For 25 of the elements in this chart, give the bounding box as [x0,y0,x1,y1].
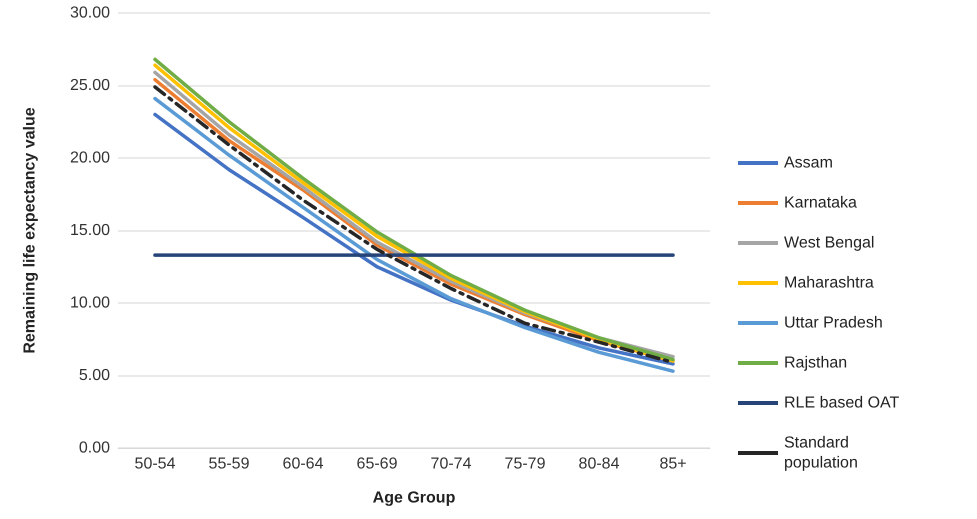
x-axis-title: Age Group [372,490,456,506]
y-tick-label: 20.00 [70,150,110,166]
y-tick-label: 30.00 [70,4,110,22]
legend-label: Rajsthan [784,354,848,372]
x-tick-label: 80-84 [578,456,620,472]
y-axis-title: Remaining life expectancy value [22,107,38,354]
legend-label: Standard population [784,434,858,472]
x-tick-label: 50-54 [134,456,176,472]
legend-label: Karnataka [784,194,858,212]
y-tick-label: 15.00 [70,222,110,239]
y-tick-label: 5.00 [78,367,110,384]
x-tick-label: 85+ [659,456,687,472]
x-tick-label: 55-59 [208,456,250,472]
legend-label: West Bengal [784,234,874,252]
y-tick-label: 25.00 [70,77,110,94]
x-tick-label: 65-69 [356,456,398,472]
x-tick-label: 75-79 [504,456,546,472]
legend-label: RLE based OAT [784,394,900,412]
y-tick-label: 10.00 [70,294,110,312]
x-tick-label: 70-74 [430,456,472,472]
x-tick-label: 60-64 [282,456,324,472]
legend-label: Uttar Pradesh [784,314,883,332]
legend-label: Assam [784,154,833,172]
y-tick-label: 0.00 [78,440,110,456]
legend-label: Maharashtra [784,274,874,292]
